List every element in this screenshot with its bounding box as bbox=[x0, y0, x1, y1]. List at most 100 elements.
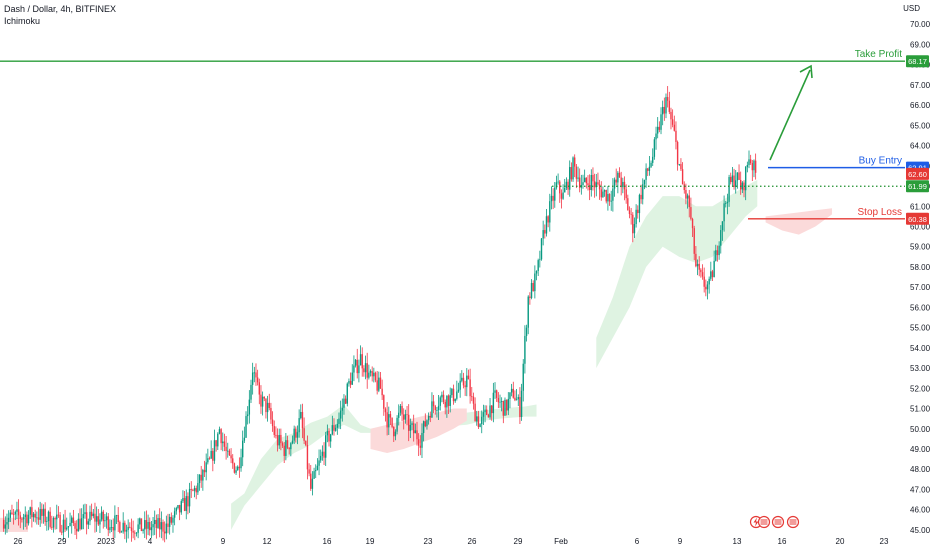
us-flag-event-icon[interactable] bbox=[757, 515, 771, 529]
candle bbox=[618, 167, 621, 178]
candle bbox=[217, 432, 219, 451]
candle bbox=[676, 140, 679, 171]
candle bbox=[507, 392, 509, 416]
x-tick-label: 2023 bbox=[97, 537, 115, 546]
candle bbox=[200, 465, 202, 488]
candle bbox=[150, 521, 153, 539]
candle bbox=[705, 279, 707, 297]
candle bbox=[419, 435, 422, 456]
candle bbox=[293, 425, 295, 445]
candle bbox=[663, 97, 666, 121]
candle bbox=[149, 517, 151, 536]
svg-text:68.17: 68.17 bbox=[908, 57, 927, 66]
candle bbox=[46, 516, 48, 531]
candle bbox=[119, 520, 121, 534]
candle bbox=[517, 394, 519, 406]
y-tick-label: 46.00 bbox=[910, 506, 931, 515]
stop-loss-label: Stop Loss bbox=[858, 207, 902, 218]
time-axis: 26 29 2023 4 9 12 16 19 23 26 29 Feb 6 9 13 16 20 23 bbox=[14, 537, 889, 546]
candle bbox=[76, 520, 78, 540]
candle bbox=[509, 392, 511, 409]
candle bbox=[622, 177, 624, 194]
candle bbox=[251, 362, 254, 395]
candle bbox=[288, 447, 290, 455]
y-tick-label: 58.00 bbox=[910, 263, 931, 272]
candle bbox=[163, 521, 166, 543]
us-flag-event-icon[interactable] bbox=[786, 515, 800, 529]
x-tick-label: 29 bbox=[514, 537, 523, 546]
candle bbox=[449, 387, 451, 413]
candle bbox=[437, 395, 440, 420]
candle bbox=[716, 245, 719, 262]
candle bbox=[90, 503, 93, 520]
candle bbox=[582, 174, 584, 189]
candle bbox=[54, 516, 56, 530]
candle bbox=[512, 381, 514, 399]
candle bbox=[472, 392, 475, 410]
event-icons[interactable] bbox=[749, 515, 800, 529]
candle bbox=[195, 485, 197, 500]
candle bbox=[393, 426, 395, 443]
candle bbox=[308, 463, 310, 477]
candle bbox=[285, 433, 287, 461]
candle bbox=[208, 456, 211, 460]
candle bbox=[595, 174, 597, 197]
x-tick-label: 29 bbox=[58, 537, 67, 546]
candle bbox=[389, 411, 392, 426]
candle bbox=[115, 514, 118, 524]
candle bbox=[349, 372, 352, 389]
candle bbox=[87, 518, 90, 530]
candle bbox=[273, 420, 275, 438]
candle bbox=[487, 413, 490, 418]
candle bbox=[298, 409, 300, 438]
candle bbox=[318, 449, 320, 476]
x-tick-label: 16 bbox=[778, 537, 787, 546]
candle bbox=[471, 386, 473, 402]
candle bbox=[504, 397, 506, 416]
candle bbox=[643, 179, 646, 190]
candle bbox=[343, 394, 345, 415]
candle bbox=[16, 501, 18, 519]
candle bbox=[334, 424, 337, 432]
candle bbox=[237, 465, 239, 471]
candle bbox=[338, 412, 340, 429]
y-tick-label: 61.00 bbox=[910, 202, 931, 211]
candle bbox=[344, 395, 347, 405]
candle bbox=[122, 512, 124, 534]
candle bbox=[696, 259, 699, 276]
svg-text:61.99: 61.99 bbox=[908, 182, 927, 191]
x-tick-label: 23 bbox=[880, 537, 889, 546]
candle bbox=[310, 464, 312, 491]
candle bbox=[26, 511, 28, 530]
candle bbox=[740, 171, 742, 195]
candle bbox=[376, 371, 378, 395]
candle bbox=[600, 181, 602, 201]
candle bbox=[94, 502, 96, 533]
candle bbox=[240, 448, 242, 472]
candle bbox=[246, 406, 249, 425]
candle bbox=[718, 241, 720, 260]
us-flag-event-icon[interactable] bbox=[771, 515, 785, 529]
candle bbox=[713, 250, 715, 278]
candle bbox=[598, 179, 601, 200]
candle bbox=[505, 399, 508, 416]
y-tick-label: 57.00 bbox=[910, 283, 931, 292]
candle bbox=[34, 509, 36, 523]
candle bbox=[577, 166, 579, 182]
candle bbox=[456, 380, 458, 401]
candle bbox=[72, 509, 75, 527]
candle bbox=[431, 392, 433, 419]
candle bbox=[570, 162, 573, 182]
candle bbox=[534, 265, 536, 299]
candle bbox=[749, 154, 752, 165]
candle bbox=[502, 400, 505, 424]
candles bbox=[2, 86, 757, 543]
candle bbox=[733, 168, 735, 190]
candle bbox=[24, 506, 26, 527]
y-tick-label: 56.00 bbox=[910, 303, 931, 312]
candle bbox=[481, 410, 483, 434]
indicator-label[interactable]: Ichimoku bbox=[4, 16, 41, 26]
candle bbox=[210, 440, 212, 460]
candle bbox=[580, 174, 583, 195]
